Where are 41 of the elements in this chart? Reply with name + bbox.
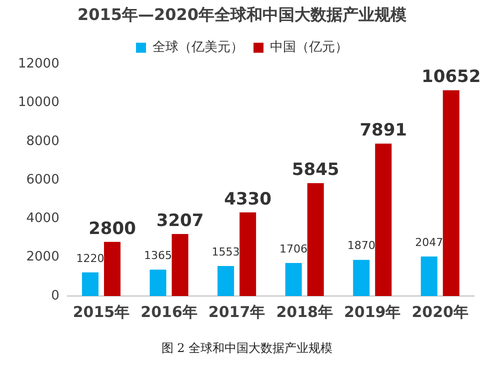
bar — [150, 270, 166, 296]
data-label: 10652 — [422, 67, 481, 88]
x-tick-label: 2018年 — [276, 302, 333, 321]
data-label: 1870 — [347, 239, 376, 252]
y-tick-label: 12000 — [18, 56, 60, 72]
bar — [82, 272, 98, 296]
bar — [442, 90, 460, 296]
y-tick-label: 8000 — [26, 134, 60, 149]
x-tick-label: 2020年 — [412, 302, 468, 321]
data-label: 1553 — [212, 245, 240, 258]
bar — [240, 212, 256, 296]
legend-label: 中国（亿元） — [270, 40, 348, 56]
x-tick-label: 2017年 — [208, 302, 266, 321]
x-tick-label: 2016年 — [140, 302, 198, 321]
legend-label: 全球（亿美元） — [152, 39, 244, 56]
bar — [420, 256, 438, 296]
chart-title: 2015年—2020年全球和中国大数据产业规模 — [77, 4, 407, 24]
bar — [375, 144, 392, 296]
data-label: 1706 — [280, 242, 308, 256]
y-tick-label: 2000 — [26, 250, 60, 265]
bar — [307, 183, 324, 296]
y-tick-label: 0 — [51, 288, 60, 304]
y-tick-label: 6000 — [26, 172, 60, 188]
data-label: 7891 — [360, 120, 408, 140]
data-label: 4330 — [224, 189, 272, 210]
data-label: 5845 — [292, 160, 340, 180]
data-label: 3207 — [156, 210, 204, 231]
data-label: 2047 — [415, 236, 444, 249]
bar — [285, 263, 302, 296]
data-label: 1220 — [76, 252, 104, 265]
bar — [353, 260, 370, 296]
x-tick-label: 2019年 — [344, 302, 401, 321]
bar — [172, 234, 188, 296]
bar — [218, 266, 234, 296]
x-tick-label: 2015年 — [72, 302, 130, 321]
data-label: 2800 — [88, 218, 136, 239]
y-tick-label: 4000 — [26, 211, 60, 226]
data-label: 1365 — [144, 248, 172, 262]
caption: 图 2 全球和中国大数据产业规模 — [160, 340, 334, 357]
bar — [104, 242, 121, 296]
y-tick-label: 10000 — [18, 95, 60, 110]
